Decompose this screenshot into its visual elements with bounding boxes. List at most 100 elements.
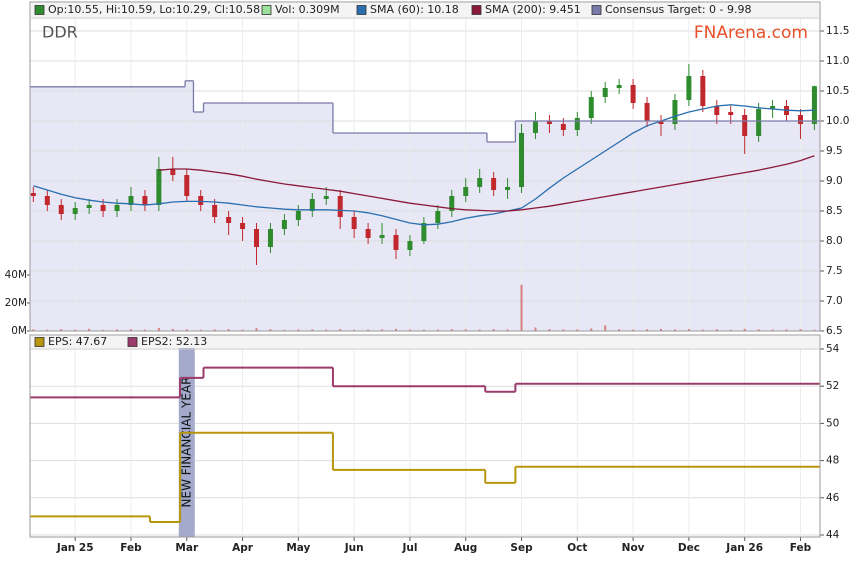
volume-bar <box>618 329 621 331</box>
volume-bar <box>436 329 439 331</box>
legend-swatch <box>127 337 138 347</box>
x-tick-label: Aug <box>454 542 477 554</box>
candle-body <box>337 196 343 217</box>
volume-bar <box>785 329 788 331</box>
legend-label: Vol: 0.309M <box>275 3 340 16</box>
legend-swatch <box>34 5 45 15</box>
volume-bar <box>116 329 119 331</box>
volume-bar <box>171 328 174 331</box>
candle-body <box>184 175 190 196</box>
y-tick-label: 10.0 <box>826 115 849 127</box>
y-tick-label: 9.0 <box>826 175 843 187</box>
volume-bar <box>492 329 495 331</box>
volume-tick-label: 20M <box>5 297 27 309</box>
candle-body <box>742 115 748 136</box>
candle-body <box>797 115 803 124</box>
x-tick-label: Jun <box>344 542 364 554</box>
volume-bar <box>269 329 272 331</box>
volume-bar <box>241 329 244 331</box>
candle-body <box>686 76 692 100</box>
y-tick-label: 44 <box>826 529 840 541</box>
candle-body <box>226 217 232 223</box>
candle-body <box>728 112 734 115</box>
candle-body <box>644 103 650 121</box>
legend-label: SMA (60): 10.18 <box>370 3 459 16</box>
volume-bar <box>729 329 732 331</box>
candle-body <box>393 235 399 250</box>
volume-tick-label: 40M <box>5 269 27 281</box>
candle-body <box>477 178 483 187</box>
candle-body <box>323 196 329 199</box>
y-tick-label: 8.0 <box>826 235 843 247</box>
volume-bar <box>311 329 314 331</box>
y-tick-label: 8.5 <box>826 205 843 217</box>
y-tick-label: 9.5 <box>826 145 843 157</box>
volume-bar <box>520 284 523 331</box>
volume-bar <box>143 329 146 331</box>
volume-bar <box>227 329 230 331</box>
candle-body <box>267 229 273 247</box>
candle-body <box>630 85 636 103</box>
volume-bar <box>408 329 411 331</box>
candle-body <box>72 208 78 214</box>
candle-body <box>811 86 817 124</box>
y-tick-label: 46 <box>826 492 840 504</box>
legend-swatch <box>591 5 602 15</box>
volume-bar <box>757 329 760 331</box>
volume-bar <box>464 329 467 331</box>
eps-frame <box>29 334 821 538</box>
candle-body <box>574 118 580 130</box>
volume-bar <box>46 329 49 331</box>
volume-bar <box>813 329 816 331</box>
legend-label: SMA (200): 9.451 <box>485 3 581 16</box>
candle-body <box>435 211 441 223</box>
x-tick-label: Nov <box>622 542 645 554</box>
volume-bar <box>799 329 802 331</box>
candle-body <box>421 223 427 241</box>
candle-body <box>379 235 385 238</box>
volume-bar <box>743 328 746 331</box>
legend-swatch <box>356 5 367 15</box>
volume-bar <box>367 329 370 331</box>
x-tick-label: Oct <box>567 542 587 554</box>
x-tick-label: Sep <box>510 542 533 554</box>
candle-body <box>295 211 301 220</box>
x-tick-label: Dec <box>678 542 700 554</box>
legend-swatch <box>471 5 482 15</box>
x-tick-label: Feb <box>790 542 812 554</box>
volume-bar <box>255 328 258 331</box>
y-tick-label: 48 <box>826 455 839 467</box>
candle-body <box>658 121 664 124</box>
y-tick-label: 7.5 <box>826 265 843 277</box>
sma-line <box>158 155 815 212</box>
x-tick-label: Feb <box>120 542 142 554</box>
candle-body <box>365 229 371 238</box>
legend-swatch <box>34 337 45 347</box>
volume-bar <box>687 329 690 331</box>
candle-body <box>546 121 552 124</box>
candle-body <box>602 88 608 97</box>
volume-bar <box>381 329 384 331</box>
y-tick-label: 54 <box>826 343 840 355</box>
volume-bar <box>283 329 286 331</box>
legend-label: EPS: 47.67 <box>48 335 107 348</box>
candle-body <box>449 196 455 211</box>
candle-body <box>519 133 525 187</box>
candle-body <box>672 100 678 124</box>
candle-body <box>463 187 469 196</box>
legend-label: Consensus Target: 0 - 9.98 <box>605 3 751 16</box>
candle-body <box>616 85 622 88</box>
volume-bar <box>60 329 63 331</box>
volume-bar <box>339 329 342 331</box>
watermark: FNArena.com <box>694 23 808 43</box>
x-tick-label: Jan 25 <box>56 542 94 554</box>
y-tick-label: 6.5 <box>826 325 843 337</box>
volume-bar <box>562 329 565 331</box>
volume-bar <box>604 325 607 331</box>
volume-bar <box>771 329 774 331</box>
y-tick-label: 11.0 <box>826 55 849 67</box>
volume-bar <box>199 329 202 331</box>
candle-body <box>700 76 706 106</box>
volume-bar <box>701 329 704 331</box>
y-tick-label: 50 <box>826 417 839 429</box>
